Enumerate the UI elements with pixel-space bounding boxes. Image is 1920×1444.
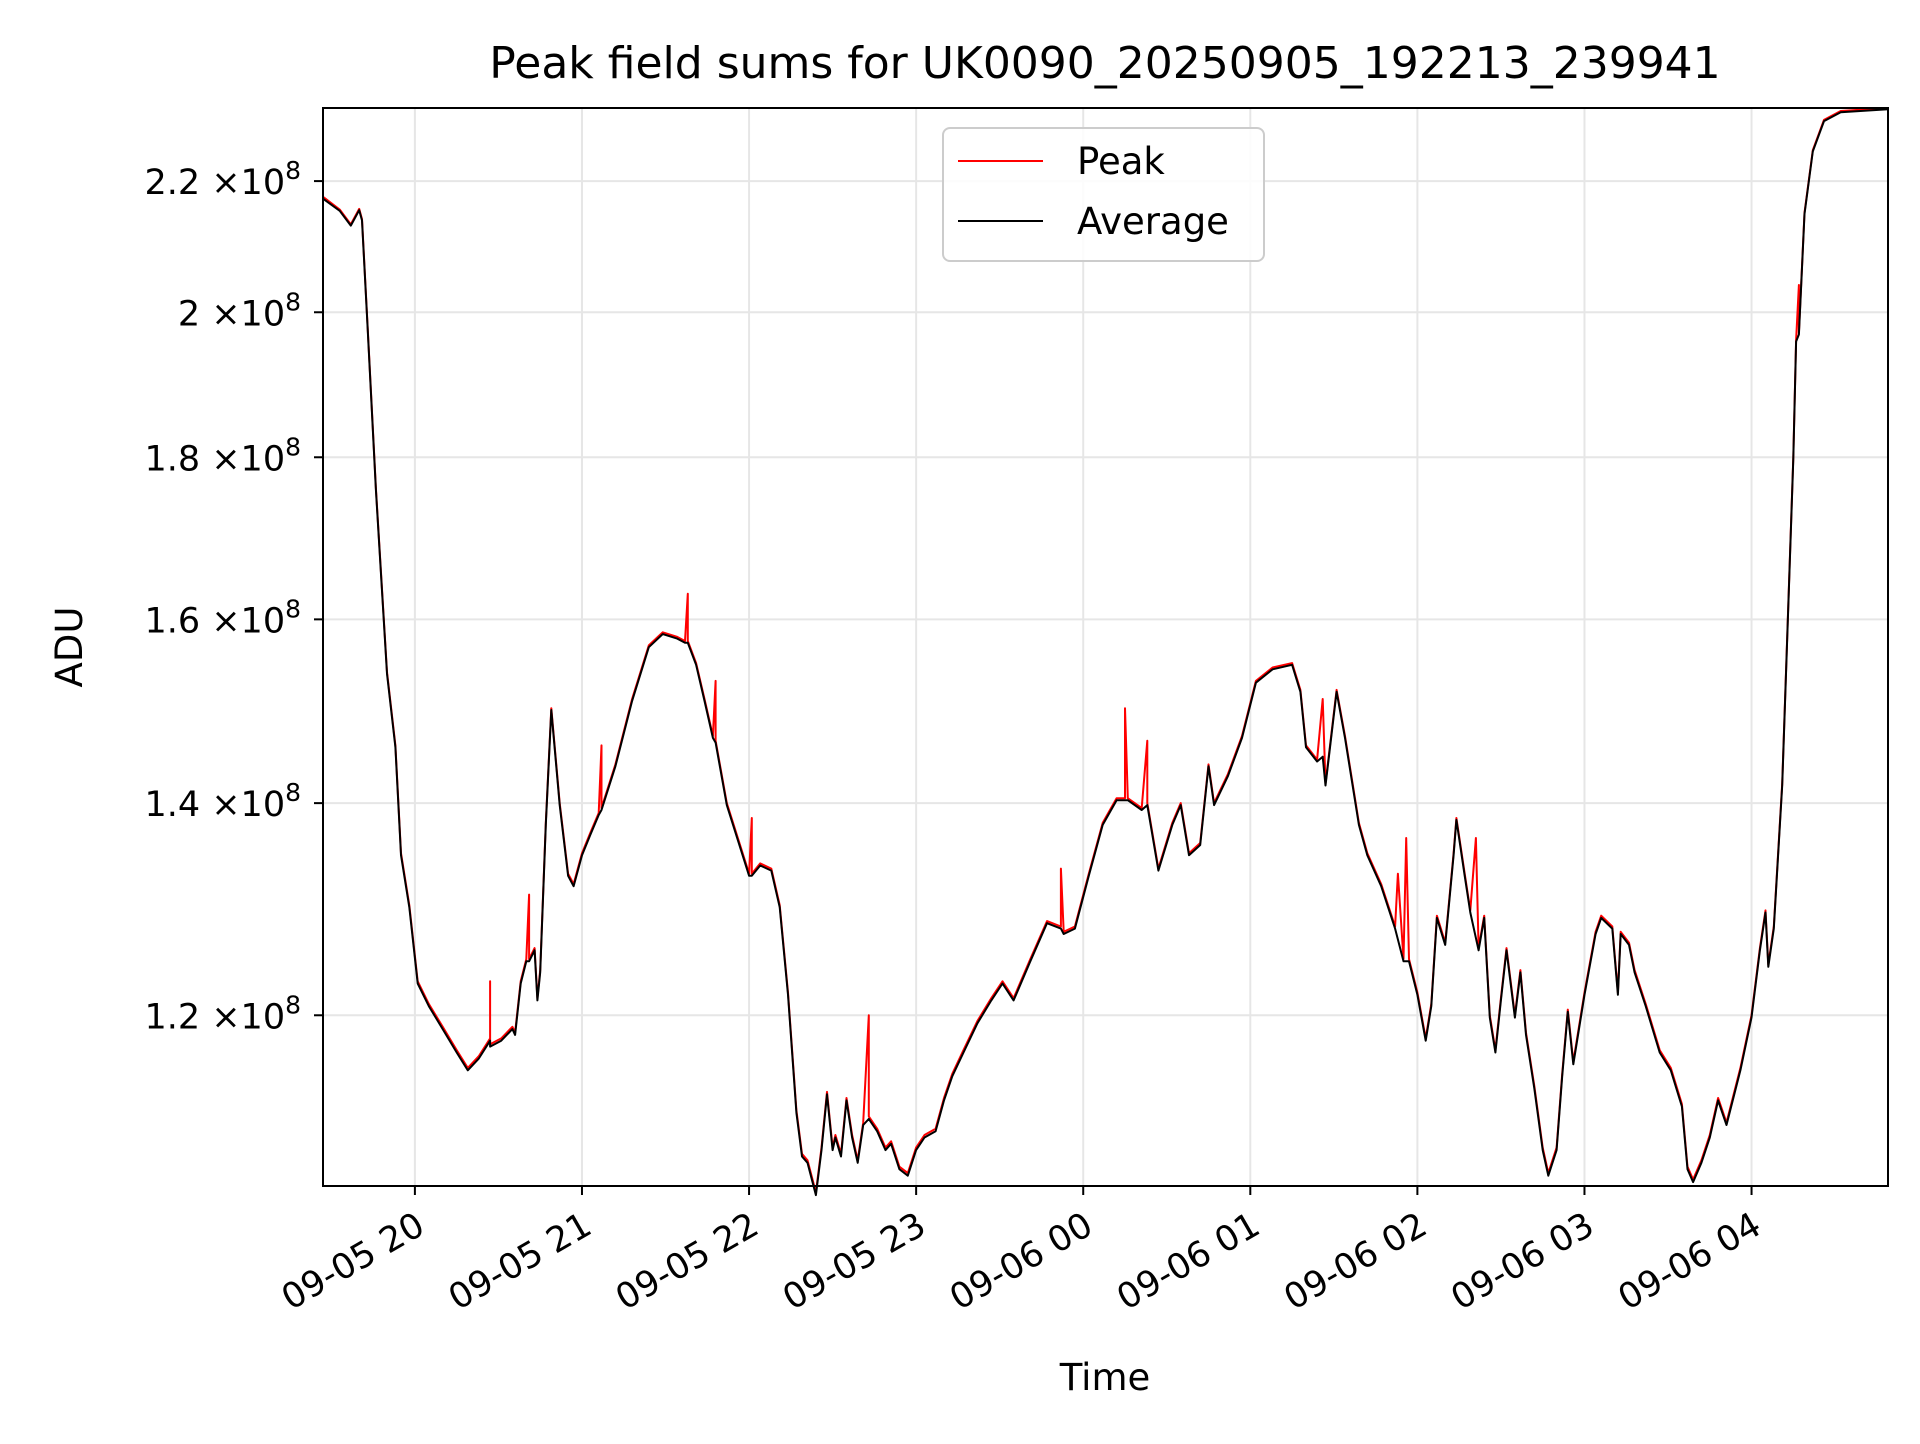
series-lines [322,107,1889,1197]
chart-title: Peak field sums for UK0090_20250905_1922… [489,38,1720,89]
legend-label-peak: Peak [1077,140,1165,183]
y-tick-label: 1.6 ×108 [144,594,301,641]
y-axis-label: ADU [48,607,91,688]
legend: Peak Average [942,127,1265,262]
y-axis-ticks: 1.2 ×108 1.4 ×108 1.6 ×108 1.8 ×108 2 ×108 2.… [144,156,323,1037]
legend-label-average: Average [1077,200,1229,243]
plot-area-frame [322,107,1889,1187]
y-tick-label: 2 ×108 [178,287,301,334]
series-line-average [322,108,1889,1197]
y-tick-label: 2.2 ×108 [144,156,301,203]
y-tick-label: 1.8 ×108 [144,432,301,479]
y-tick-label: 1.2 ×108 [144,990,301,1037]
y-tick-label: 1.4 ×108 [144,778,301,825]
x-axis-label: Time [1059,1356,1151,1399]
